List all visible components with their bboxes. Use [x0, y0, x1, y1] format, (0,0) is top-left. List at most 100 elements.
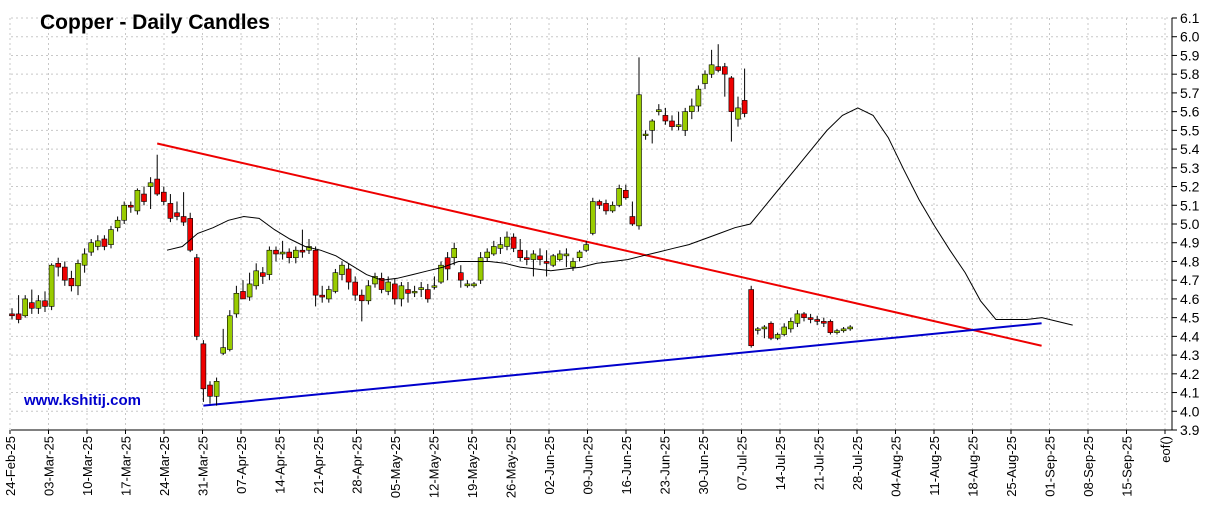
candle-up	[372, 276, 378, 285]
y-tick-label: 4.6	[1180, 291, 1200, 307]
candle-up	[754, 328, 761, 331]
candle-up	[708, 64, 715, 75]
candle-down	[543, 261, 550, 264]
x-tick-label: 28-Jul-25	[850, 436, 865, 490]
x-tick-label: 19-May-25	[465, 436, 480, 498]
candle-down	[128, 204, 134, 208]
candle-up	[563, 253, 570, 257]
candle-down	[444, 257, 451, 270]
candle-up	[246, 283, 253, 298]
resistance-trendline	[156, 142, 1042, 347]
support-trendline	[203, 322, 1042, 407]
candle-down	[345, 268, 352, 283]
candle-down	[55, 263, 62, 268]
candle-up	[398, 285, 405, 300]
x-tick-label: 11-Aug-25	[927, 436, 942, 496]
y-tick-label: 4.3	[1180, 347, 1200, 363]
x-tick-label: 24-Feb-25	[3, 436, 18, 496]
candles	[9, 44, 854, 406]
y-tick-label: 4.2	[1180, 366, 1200, 382]
candle-up	[121, 204, 127, 221]
x-tick-label: eof()	[1158, 436, 1173, 463]
x-tick-label: 10-Mar-25	[80, 436, 95, 496]
candle-up	[418, 287, 425, 290]
candle-up	[365, 285, 372, 302]
x-tick-label: 05-May-25	[388, 436, 403, 498]
candle-up	[147, 182, 154, 187]
x-tick-label: 24-Mar-25	[157, 436, 172, 496]
candle-up	[253, 270, 259, 287]
candle-down	[741, 100, 748, 114]
candle-up	[490, 246, 497, 255]
candle-down	[61, 266, 68, 281]
candle-up	[609, 204, 616, 212]
candle-down	[537, 255, 543, 260]
candle-down	[42, 300, 48, 307]
candle-down	[622, 189, 629, 199]
candle-up	[75, 263, 81, 287]
candle-up	[332, 272, 339, 292]
candle-up	[834, 330, 840, 333]
candle-down	[167, 203, 174, 219]
candle-down	[312, 249, 319, 296]
candle-up	[642, 133, 649, 136]
candle-down	[457, 272, 464, 281]
x-tick-label: 15-Sep-25	[1120, 436, 1135, 497]
candle-down	[180, 216, 187, 223]
y-tick-label: 5.2	[1180, 179, 1200, 195]
y-tick-label: 5.0	[1180, 216, 1200, 232]
y-tick-label: 5.5	[1180, 122, 1200, 138]
candle-up	[530, 253, 537, 260]
candle-down	[728, 77, 735, 112]
candle-up	[325, 289, 332, 300]
candle-up	[576, 251, 583, 259]
candle-down	[15, 313, 22, 320]
candle-up	[35, 300, 42, 309]
x-tick-label: 18-Aug-25	[966, 436, 981, 497]
candle-up	[735, 107, 741, 120]
candle-down	[319, 294, 326, 298]
candle-down	[820, 321, 827, 324]
x-tick-label: 17-Mar-25	[119, 436, 134, 496]
candle-down	[424, 289, 431, 300]
y-tick-label: 5.6	[1180, 104, 1200, 120]
candle-up	[589, 201, 596, 234]
candle-down	[603, 203, 609, 212]
candle-down	[259, 272, 266, 277]
x-tick-label: 16-Jun-25	[619, 436, 634, 495]
x-tick-label: 02-Jun-25	[542, 436, 557, 495]
candle-up	[438, 264, 444, 283]
candle-up	[471, 283, 477, 287]
candle-up	[761, 326, 768, 330]
y-tick-label: 6.1	[1180, 10, 1200, 26]
y-tick-label: 4.8	[1180, 253, 1200, 269]
candle-up	[134, 189, 141, 212]
y-tick-label: 4.5	[1180, 310, 1200, 326]
y-tick-label: 5.9	[1180, 47, 1200, 63]
moving-average-line	[166, 107, 1073, 326]
candle-up	[556, 253, 563, 260]
candle-down	[299, 249, 306, 253]
y-tick-label: 5.1	[1180, 197, 1200, 213]
candle-up	[233, 292, 240, 315]
x-tick-label: 26-May-25	[504, 436, 519, 498]
chart-title: Copper - Daily Candles	[40, 11, 270, 34]
candle-up	[550, 255, 557, 266]
candle-down	[391, 283, 398, 300]
candle-up	[220, 347, 226, 354]
y-tick-label: 4.1	[1180, 385, 1200, 401]
candle-down	[68, 278, 75, 287]
candle-down	[715, 66, 722, 71]
candle-up	[213, 381, 220, 397]
x-tick-label: 21-Jul-25	[812, 436, 827, 490]
candle-up	[616, 188, 623, 206]
candle-up	[570, 261, 576, 268]
watermark-text: www.kshitij.com	[23, 392, 141, 409]
candle-up	[675, 124, 682, 127]
candle-down	[662, 115, 669, 122]
candle-up	[451, 248, 458, 259]
moving-average	[166, 107, 1073, 326]
candle-up	[840, 328, 847, 332]
candle-up	[266, 249, 273, 275]
